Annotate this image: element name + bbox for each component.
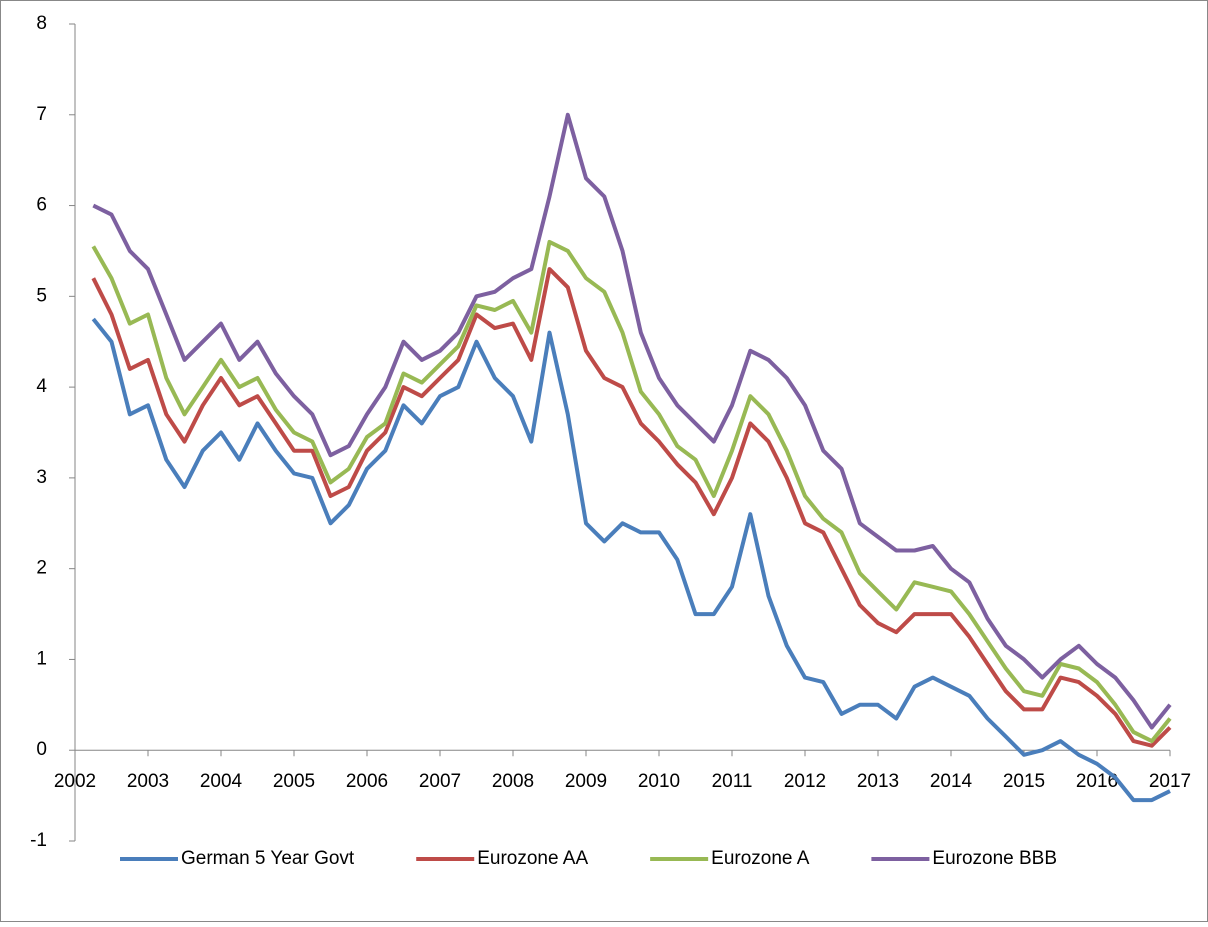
x-tick-label: 2011: [712, 771, 753, 792]
y-tick-label: 8: [36, 13, 47, 34]
x-tick-label: 2015: [1003, 771, 1045, 792]
x-tick-label: 2013: [857, 771, 899, 792]
y-tick-label: 7: [36, 104, 47, 125]
series-line: [92, 112, 1172, 730]
legend-label: Eurozone A: [711, 848, 810, 869]
legend-label: German 5 Year Govt: [181, 848, 355, 869]
x-tick-label: 2014: [930, 771, 973, 792]
y-tick-label: 0: [36, 739, 47, 760]
x-tick-label: 2004: [200, 771, 243, 792]
y-tick-label: 2: [36, 558, 47, 579]
legend-label: Eurozone AA: [477, 848, 588, 869]
x-tick-label: 2008: [492, 771, 534, 792]
x-tick-label: 2017: [1149, 771, 1191, 792]
x-tick-label: 2016: [1076, 771, 1118, 792]
x-tick-label: 2005: [273, 771, 315, 792]
x-tick-label: 2007: [419, 771, 461, 792]
x-tick-label: 2006: [346, 771, 388, 792]
series-line: [91, 317, 1171, 803]
y-tick-label: 4: [36, 376, 47, 397]
y-tick-label: 1: [36, 648, 47, 669]
x-tick-label: 2003: [127, 771, 169, 792]
series-line: [91, 267, 1172, 748]
y-tick-label: -1: [30, 830, 47, 851]
x-tick-label: 2009: [565, 771, 607, 792]
y-tick-label: 3: [36, 467, 47, 488]
x-tick-label: 2002: [54, 771, 96, 792]
legend-label: Eurozone BBB: [932, 848, 1057, 869]
y-tick-label: 6: [36, 195, 47, 216]
x-tick-label: 2012: [784, 771, 826, 792]
series-line: [91, 239, 1172, 744]
y-tick-label: 5: [36, 285, 47, 306]
x-tick-label: 2010: [638, 771, 680, 792]
